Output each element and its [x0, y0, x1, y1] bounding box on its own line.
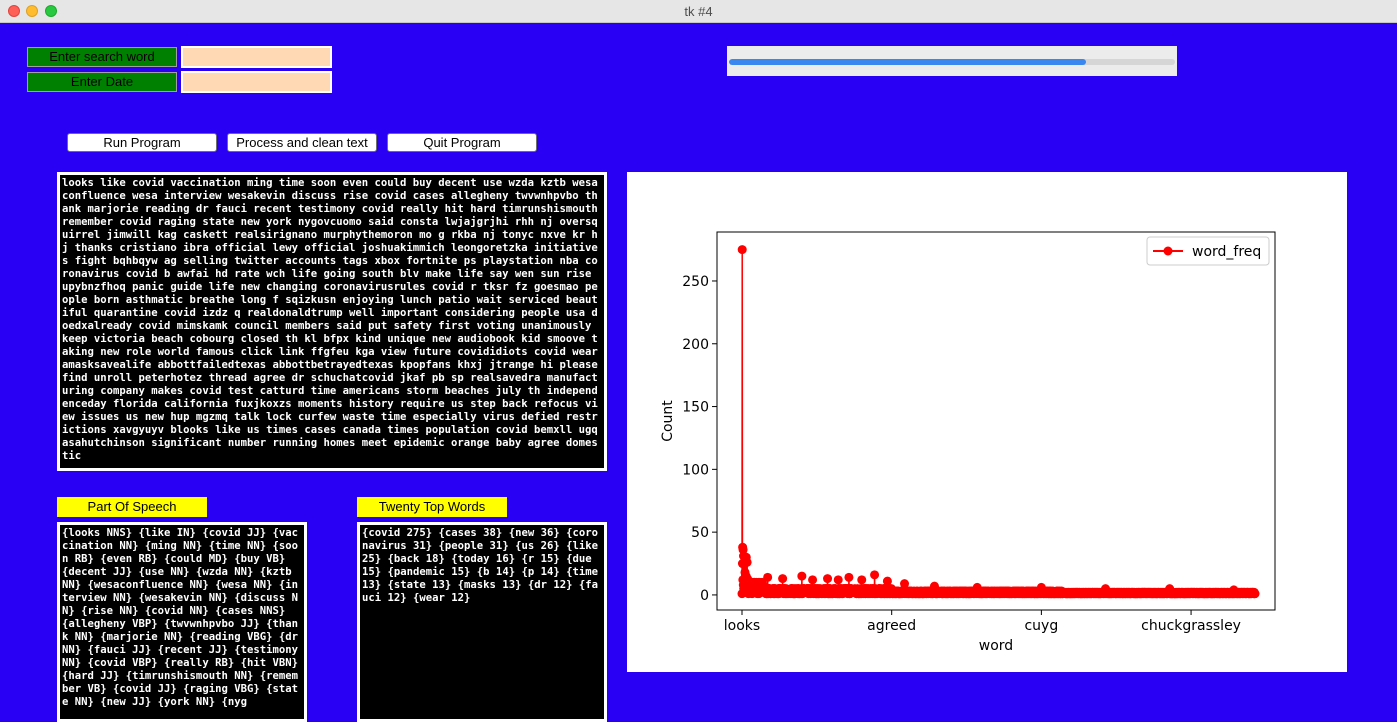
- tweet-text-area[interactable]: looks like covid vaccination ming time s…: [57, 172, 607, 471]
- data-point: [778, 574, 788, 584]
- y-tick-label: 150: [682, 400, 709, 416]
- y-axis-label: Count: [660, 400, 676, 442]
- y-tick-label: 100: [682, 462, 709, 478]
- close-window-button[interactable]: [8, 5, 20, 17]
- legend: word_freq: [1146, 236, 1270, 266]
- run-program-button[interactable]: Run Program: [67, 133, 217, 152]
- y-tick-label: 250: [682, 274, 709, 290]
- data-point: [900, 579, 910, 589]
- data-point: [808, 575, 818, 585]
- zoom-window-button[interactable]: [45, 5, 57, 17]
- legend-marker: [1163, 246, 1173, 256]
- date-input[interactable]: [181, 71, 332, 93]
- progress-fill: [729, 59, 1086, 65]
- data-point: [763, 572, 773, 582]
- part-of-speech-text-area[interactable]: {looks NNS} {like IN} {covid JJ} {vaccin…: [57, 522, 307, 722]
- data-point: [797, 571, 807, 581]
- minimize-window-button[interactable]: [26, 5, 38, 17]
- data-point: [844, 572, 854, 582]
- y-tick-label: 200: [682, 337, 709, 353]
- word-frequency-chart: 0 50 100 150 200 250 looks agreed cuyg chuckgrass…: [660, 231, 1276, 654]
- data-point: [1250, 589, 1260, 599]
- x-tick-label: looks: [724, 618, 760, 634]
- window-titlebar: tk #4: [0, 0, 1397, 23]
- axis-layer: 0 50 100 150 200 250 looks agreed cuyg chuckgrass…: [682, 274, 1241, 634]
- series-line-word-freq: [741, 249, 1256, 595]
- data-point: [742, 557, 752, 567]
- process-clean-text-button[interactable]: Process and clean text: [227, 133, 377, 152]
- x-tick-label: chuckgrassley: [1141, 618, 1241, 634]
- legend-box: [1146, 236, 1270, 266]
- series-layer: [737, 245, 1260, 599]
- y-tick-label: 0: [700, 588, 709, 604]
- x-axis-label: word: [979, 638, 1013, 654]
- legend-label: word_freq: [1192, 244, 1261, 260]
- word-frequency-plot: 0 50 100 150 200 250 looks agreed cuyg chuckgrass…: [627, 172, 1347, 672]
- x-tick-label: cuyg: [1024, 618, 1058, 634]
- progress-track: [729, 59, 1175, 65]
- twenty-top-words-label: Twenty Top Words: [357, 497, 507, 517]
- data-point: [833, 575, 843, 585]
- plot-frame: [716, 231, 1276, 611]
- search-word-label: Enter search word: [27, 47, 177, 67]
- data-point: [857, 575, 867, 585]
- quit-program-button[interactable]: Quit Program: [387, 133, 537, 152]
- data-point: [882, 576, 892, 586]
- y-tick-label: 50: [691, 525, 709, 541]
- part-of-speech-label: Part Of Speech: [57, 497, 207, 517]
- x-tick-label: agreed: [867, 618, 916, 634]
- date-label: Enter Date: [27, 72, 177, 92]
- progress-bar: [727, 46, 1177, 76]
- data-point: [737, 245, 747, 255]
- top-words-text-area[interactable]: {covid 275} {cases 38} {new 36} {coronav…: [357, 522, 607, 722]
- data-point: [823, 574, 833, 584]
- data-point: [870, 570, 880, 580]
- search-word-input[interactable]: [181, 46, 332, 68]
- window-title: tk #4: [684, 4, 713, 19]
